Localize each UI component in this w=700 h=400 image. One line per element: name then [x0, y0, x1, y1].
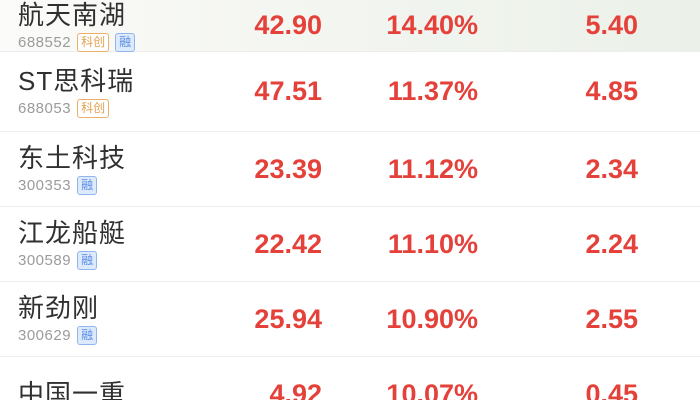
stock-name: 新劲刚 [18, 293, 100, 323]
margin-trading-badge: 融 [115, 32, 136, 52]
change-percent-value: 14.40% [386, 10, 478, 40]
stock-row-dongtu-keji[interactable]: 东土科技 300353 融 23.39 11.12% 2.34 [0, 132, 700, 207]
price-value: 23.39 [254, 153, 322, 184]
stock-code: 688053 [18, 99, 72, 117]
price-value: 47.51 [254, 76, 322, 106]
stock-row-zhongguo-yizhong[interactable]: 中国一重 4.92 10.07% 0.45 [0, 357, 700, 400]
margin-trading-badge: 融 [77, 326, 98, 345]
stock-row-xinjingang[interactable]: 新劲刚 300629 融 25.94 10.90% 2.55 [0, 282, 700, 357]
stock-code: 688552 [18, 33, 72, 51]
star-market-badge: 科创 [77, 98, 110, 118]
stock-meta: 300353 融 [18, 176, 187, 195]
stock-name: 中国一重 [18, 379, 127, 400]
price-value: 4.92 [269, 378, 322, 400]
price-value: 25.94 [254, 303, 322, 334]
stock-meta: 688552 科创 融 [18, 32, 187, 52]
margin-trading-badge: 融 [77, 251, 98, 270]
change-percent-value: 10.90% [386, 303, 478, 334]
margin-trading-badge: 融 [77, 176, 98, 195]
stock-identity: ST思科瑞 688053 科创 [18, 66, 187, 118]
stock-row-hangtian-nanhu[interactable]: 航天南湖 688552 科创 融 42.90 14.40% 5.40 [0, 0, 700, 52]
change-amount-value: 5.40 [585, 10, 638, 40]
stock-meta: 300629 融 [18, 326, 187, 345]
stock-identity: 东土科技 300353 融 [18, 143, 187, 195]
stock-row-jianglong-chuanting[interactable]: 江龙船艇 300589 融 22.42 11.10% 2.24 [0, 207, 700, 282]
price-value: 22.42 [254, 228, 322, 259]
stock-identity: 新劲刚 300629 融 [18, 293, 187, 345]
stock-identity: 中国一重 [18, 379, 187, 400]
change-amount-value: 2.34 [585, 153, 638, 184]
stock-meta: 688053 科创 [18, 98, 187, 118]
price-value: 42.90 [254, 10, 322, 40]
stock-name: 东土科技 [18, 143, 127, 173]
change-percent-value: 11.12% [387, 153, 478, 184]
change-amount-value: 4.85 [585, 76, 638, 106]
change-amount-value: 2.55 [585, 303, 638, 334]
stock-identity: 航天南湖 688552 科创 融 [18, 0, 187, 52]
stock-identity: 江龙船艇 300589 融 [18, 218, 187, 270]
stock-name: 江龙船艇 [18, 218, 127, 248]
stock-code: 300629 [18, 327, 72, 344]
change-percent-value: 10.07% [386, 378, 478, 400]
stock-code: 300589 [18, 252, 72, 269]
stock-meta: 300589 融 [18, 251, 187, 270]
star-market-badge: 科创 [77, 32, 110, 52]
change-percent-value: 11.10% [387, 228, 478, 259]
stock-name: ST思科瑞 [18, 65, 135, 96]
stock-code: 300353 [18, 177, 72, 194]
stock-name: 航天南湖 [18, 0, 127, 30]
change-amount-value: 2.24 [585, 228, 638, 259]
stock-row-st-sikerui[interactable]: ST思科瑞 688053 科创 47.51 11.37% 4.85 [0, 52, 700, 132]
change-percent-value: 11.37% [387, 76, 478, 106]
change-amount-value: 0.45 [585, 378, 638, 400]
